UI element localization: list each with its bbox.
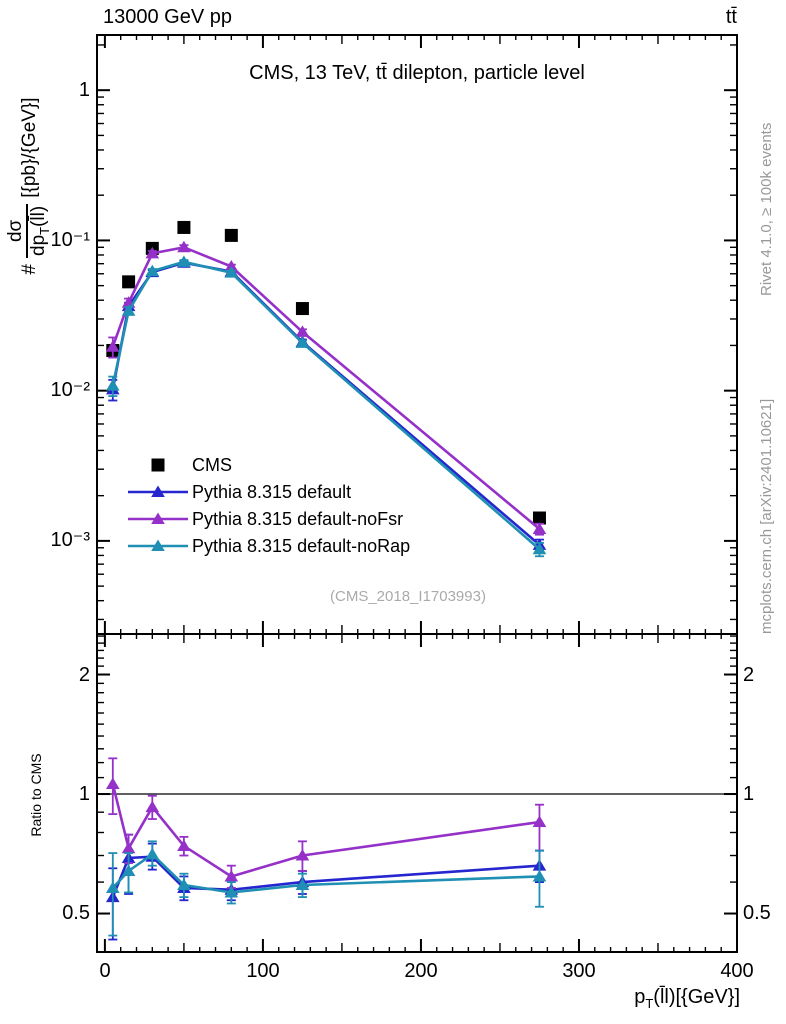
y-tick-label: 10⁻² <box>50 379 90 401</box>
process-label: tt̄ <box>725 6 737 28</box>
ratio-tick-label-right: 1 <box>743 783 755 805</box>
y-axis-title-denominator: dpT(l̄l) <box>26 203 55 258</box>
y-tick-label: 10⁻³ <box>50 529 90 551</box>
y-axis-title: # dσ dpT(l̄l) [{pb}/{GeV}] <box>4 35 56 337</box>
x-tick-label: 400 <box>720 960 754 982</box>
ratio-axis-title: Ratio to CMS <box>28 753 44 837</box>
legend-label: Pythia 8.315 default <box>192 481 352 502</box>
analysis-id-watermark: (CMS_2018_I1703993) <box>330 588 486 605</box>
x-axis-title: pT(l̄l)[{GeV}] <box>500 986 740 1011</box>
x-tick-label: 100 <box>246 960 280 982</box>
line-triangle-marker-icon <box>128 485 188 497</box>
ratio-tick-label-right: 0.5 <box>743 902 771 924</box>
legend-item: Pythia 8.315 default <box>126 481 351 503</box>
beam-energy-label: 13000 GeV pp <box>103 6 232 28</box>
y-axis-title-prefix: # <box>19 264 40 275</box>
x-tick-label: 200 <box>404 960 438 982</box>
ratio-tick-label: 2 <box>78 664 90 686</box>
x-tick-label: 300 <box>562 960 596 982</box>
legend-item: Pythia 8.315 default-noFsr <box>126 508 403 530</box>
y-axis-title-fraction: dσ dpT(l̄l) <box>5 203 55 258</box>
line-triangle-marker-icon <box>128 539 188 551</box>
line-triangle-marker-icon <box>128 512 188 524</box>
y-axis-title-numerator: dσ <box>5 219 27 243</box>
x-tick-label: 0 <box>99 960 111 982</box>
panel-frames <box>96 34 738 953</box>
ratio-tick-label: 1 <box>78 783 90 805</box>
x-axis-title-rest: (l̄l)[{GeV}] <box>653 986 740 1008</box>
series-3-marks <box>106 255 547 937</box>
plot-title: CMS, 13 TeV, tt̄ dilepton, particle leve… <box>249 62 585 84</box>
y-tick-label: 1 <box>78 79 90 101</box>
x-axis-title-sub: T <box>645 996 654 1011</box>
rivet-version-note: Rivet 4.1.0, ≥ 100k events <box>758 122 775 296</box>
y-tick-label: 10⁻¹ <box>50 229 90 251</box>
legend-label: CMS <box>192 454 232 475</box>
ratio-tick-label-right: 2 <box>743 664 755 686</box>
series-2-marks <box>106 240 547 889</box>
mcplots-note: mcplots.cern.ch [arXiv:2401.10621] <box>758 398 775 634</box>
legend-label: Pythia 8.315 default-noRap <box>192 535 411 556</box>
x-axis-title-p: p <box>634 986 646 1008</box>
y-axis-title-unit: [{pb}/{GeV}] <box>19 97 40 198</box>
legend-item: Pythia 8.315 default-noRap <box>126 535 410 557</box>
legend-item: CMS <box>126 454 232 476</box>
data-marker-icon <box>151 458 165 472</box>
ratio-tick-label: 0.5 <box>62 902 90 924</box>
legend-label: Pythia 8.315 default-noFsr <box>192 508 404 529</box>
